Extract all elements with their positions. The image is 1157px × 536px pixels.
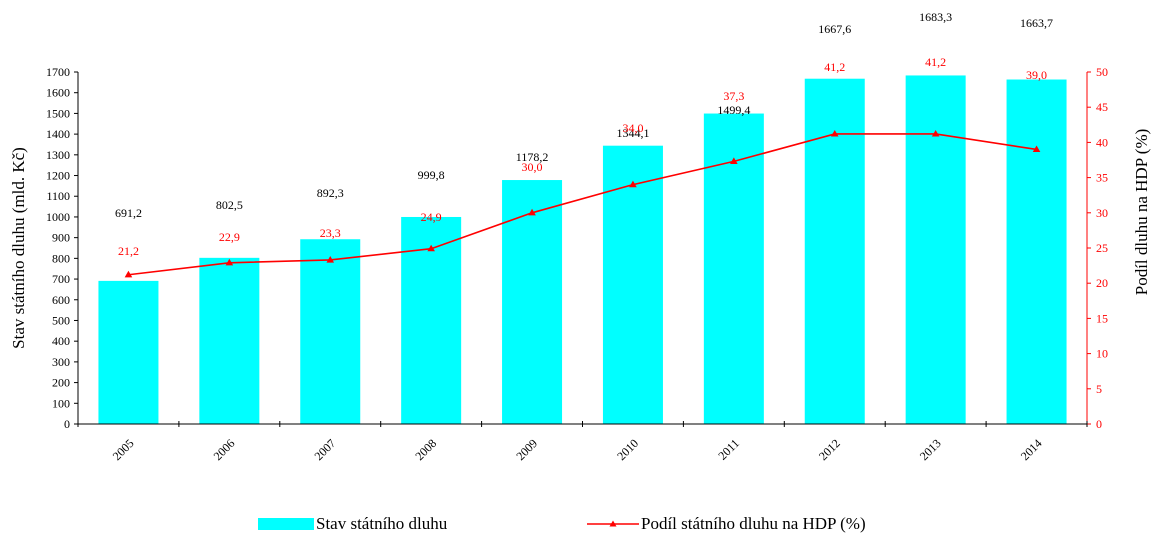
x-tick-label: 2013 bbox=[917, 436, 944, 463]
y-tick-label-left: 900 bbox=[52, 231, 70, 245]
x-tick-label: 2009 bbox=[513, 436, 540, 463]
line-value-label: 39,0 bbox=[1026, 68, 1047, 82]
y-tick-label-left: 1500 bbox=[46, 106, 70, 120]
y-tick-label-right: 25 bbox=[1096, 241, 1108, 255]
y-tick-label-left: 400 bbox=[52, 334, 70, 348]
line-value-label: 24,9 bbox=[421, 210, 442, 224]
y-tick-label-right: 45 bbox=[1096, 100, 1108, 114]
bar-value-label: 1683,3 bbox=[919, 10, 952, 24]
line-value-label: 23,3 bbox=[320, 226, 341, 240]
line-marker bbox=[931, 129, 940, 137]
x-tick-label: 2012 bbox=[816, 436, 843, 463]
bar-value-label: 999,8 bbox=[418, 168, 445, 182]
y-tick-label-left: 600 bbox=[52, 293, 70, 307]
line-marker bbox=[528, 208, 536, 216]
bar bbox=[98, 280, 159, 424]
bar bbox=[300, 239, 361, 424]
y-tick-label-left: 1400 bbox=[46, 127, 70, 141]
line-marker bbox=[1032, 145, 1041, 153]
legend-bar-label: Stav státního dluhu bbox=[316, 514, 448, 533]
y-axis-title-right: Podíl dluhu na HDP (%) bbox=[1132, 129, 1151, 296]
y-tick-label-left: 1000 bbox=[46, 210, 70, 224]
x-tick-label: 2007 bbox=[312, 436, 339, 463]
line-value-label: 41,2 bbox=[925, 55, 946, 69]
y-tick-label-left: 200 bbox=[52, 376, 70, 390]
y-tick-label-right: 0 bbox=[1096, 417, 1102, 431]
line-value-label: 30,0 bbox=[522, 160, 543, 174]
y-tick-label-right: 20 bbox=[1096, 276, 1108, 290]
y-tick-label-right: 50 bbox=[1096, 65, 1108, 79]
labels-layer: 691,2 802,5 892,3 999,8 1178,2 1344,1 1499,4 16… bbox=[115, 10, 1053, 258]
x-tick-label: 2005 bbox=[110, 436, 137, 463]
legend-item-line: Podíl státního dluhu na HDP (%) bbox=[587, 514, 866, 534]
y-tick-label-left: 1300 bbox=[46, 148, 70, 162]
line-value-label: 21,2 bbox=[118, 244, 139, 258]
line-layer bbox=[124, 129, 1041, 278]
line-marker bbox=[225, 258, 234, 266]
bar-value-label: 892,3 bbox=[317, 186, 344, 200]
y-tick-label-left: 800 bbox=[52, 251, 70, 265]
bar-value-label: 1344,1 bbox=[616, 126, 649, 140]
line-marker bbox=[124, 270, 133, 278]
legend-item-bars: Stav státního dluhu bbox=[258, 514, 447, 534]
y-tick-label-left: 0 bbox=[64, 417, 70, 431]
y-tick-label-left: 500 bbox=[52, 313, 70, 327]
x-tick-label: 2014 bbox=[1018, 436, 1045, 463]
y-tick-label-left: 1200 bbox=[46, 169, 70, 183]
y-tick-label-right: 35 bbox=[1096, 171, 1108, 185]
line-marker bbox=[629, 180, 637, 188]
line-marker bbox=[427, 244, 435, 252]
line-value-label: 34,0 bbox=[622, 121, 643, 135]
bar-value-label: 1667,6 bbox=[818, 22, 851, 36]
bar-value-label: 1663,7 bbox=[1020, 16, 1053, 30]
line-value-label: 22,9 bbox=[219, 230, 240, 244]
y-tick-label-right: 40 bbox=[1096, 135, 1108, 149]
x-tick-label: 2011 bbox=[715, 436, 742, 463]
line-marker bbox=[830, 129, 839, 137]
y-tick-label-left: 1700 bbox=[46, 65, 70, 79]
y-tick-label-right: 15 bbox=[1096, 311, 1108, 325]
y-tick-label-left: 700 bbox=[52, 272, 70, 286]
bar-value-label: 1499,4 bbox=[717, 103, 750, 117]
line-marker bbox=[730, 157, 738, 165]
y-tick-label-left: 100 bbox=[52, 396, 70, 410]
y-tick-label-left: 1600 bbox=[46, 86, 70, 100]
y-tick-label-right: 10 bbox=[1096, 347, 1108, 361]
series-line bbox=[128, 133, 1037, 276]
bar bbox=[1006, 79, 1067, 424]
x-tick-label: 2006 bbox=[211, 436, 238, 463]
x-tick-label: 2008 bbox=[412, 436, 439, 463]
line-value-label: 37,3 bbox=[723, 89, 744, 103]
bar bbox=[602, 145, 663, 424]
bar-value-label: 1178,2 bbox=[516, 150, 549, 164]
legend-line-swatch bbox=[587, 520, 639, 527]
y-tick-label-right: 30 bbox=[1096, 206, 1108, 220]
bar-value-label: 802,5 bbox=[216, 198, 243, 212]
x-tick-label: 2010 bbox=[614, 436, 641, 463]
y-tick-label-left: 300 bbox=[52, 355, 70, 369]
bar bbox=[905, 75, 966, 424]
bars-layer bbox=[98, 75, 1067, 424]
bar-value-label: 691,2 bbox=[115, 206, 142, 220]
line-value-label: 41,2 bbox=[824, 60, 845, 74]
bar bbox=[502, 180, 563, 424]
legend-line-label: Podíl státního dluhu na HDP (%) bbox=[641, 514, 866, 533]
y-tick-label-left: 1100 bbox=[46, 189, 70, 203]
y-tick-label-right: 5 bbox=[1096, 382, 1102, 396]
legend-bar-swatch bbox=[258, 518, 314, 530]
y-axis-title-left: Stav státního dluhu (mld. Kč) bbox=[9, 147, 28, 349]
line-marker bbox=[326, 255, 335, 263]
bar bbox=[199, 257, 260, 424]
